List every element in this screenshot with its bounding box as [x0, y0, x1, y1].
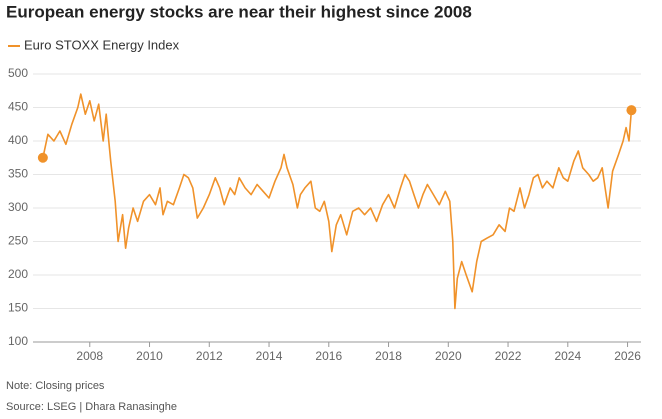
y-tick-label: 400: [8, 133, 28, 147]
x-tick-label: 2024: [554, 349, 581, 363]
x-tick-label: 2022: [495, 349, 522, 363]
x-tick-label: 2014: [256, 349, 283, 363]
y-tick-label: 250: [8, 234, 28, 248]
y-tick-label: 100: [8, 334, 28, 348]
x-tick-label: 2020: [435, 349, 462, 363]
x-tick-label: 2012: [196, 349, 223, 363]
y-tick-label: 350: [8, 167, 28, 181]
series-line: [42, 93, 633, 310]
x-tick-label: 2026: [614, 349, 641, 363]
y-tick-label: 150: [8, 301, 28, 315]
chart-title: European energy stocks are near their hi…: [6, 2, 472, 21]
y-tick-label: 200: [8, 267, 28, 281]
endpoint-marker: [37, 152, 48, 163]
endpoint-marker: [626, 105, 637, 116]
x-tick-label: 2016: [315, 349, 342, 363]
y-tick-label: 300: [8, 200, 28, 214]
legend-label: Euro STOXX Energy Index: [24, 37, 180, 52]
x-tick-label: 2018: [375, 349, 402, 363]
note: Note: Closing prices: [6, 380, 105, 392]
y-tick-label: 450: [8, 100, 28, 114]
x-tick-label: 2008: [76, 349, 103, 363]
x-tick-label: 2010: [136, 349, 163, 363]
y-tick-label: 500: [8, 66, 28, 80]
source: Source: LSEG | Dhara Ranasinghe: [6, 401, 177, 413]
